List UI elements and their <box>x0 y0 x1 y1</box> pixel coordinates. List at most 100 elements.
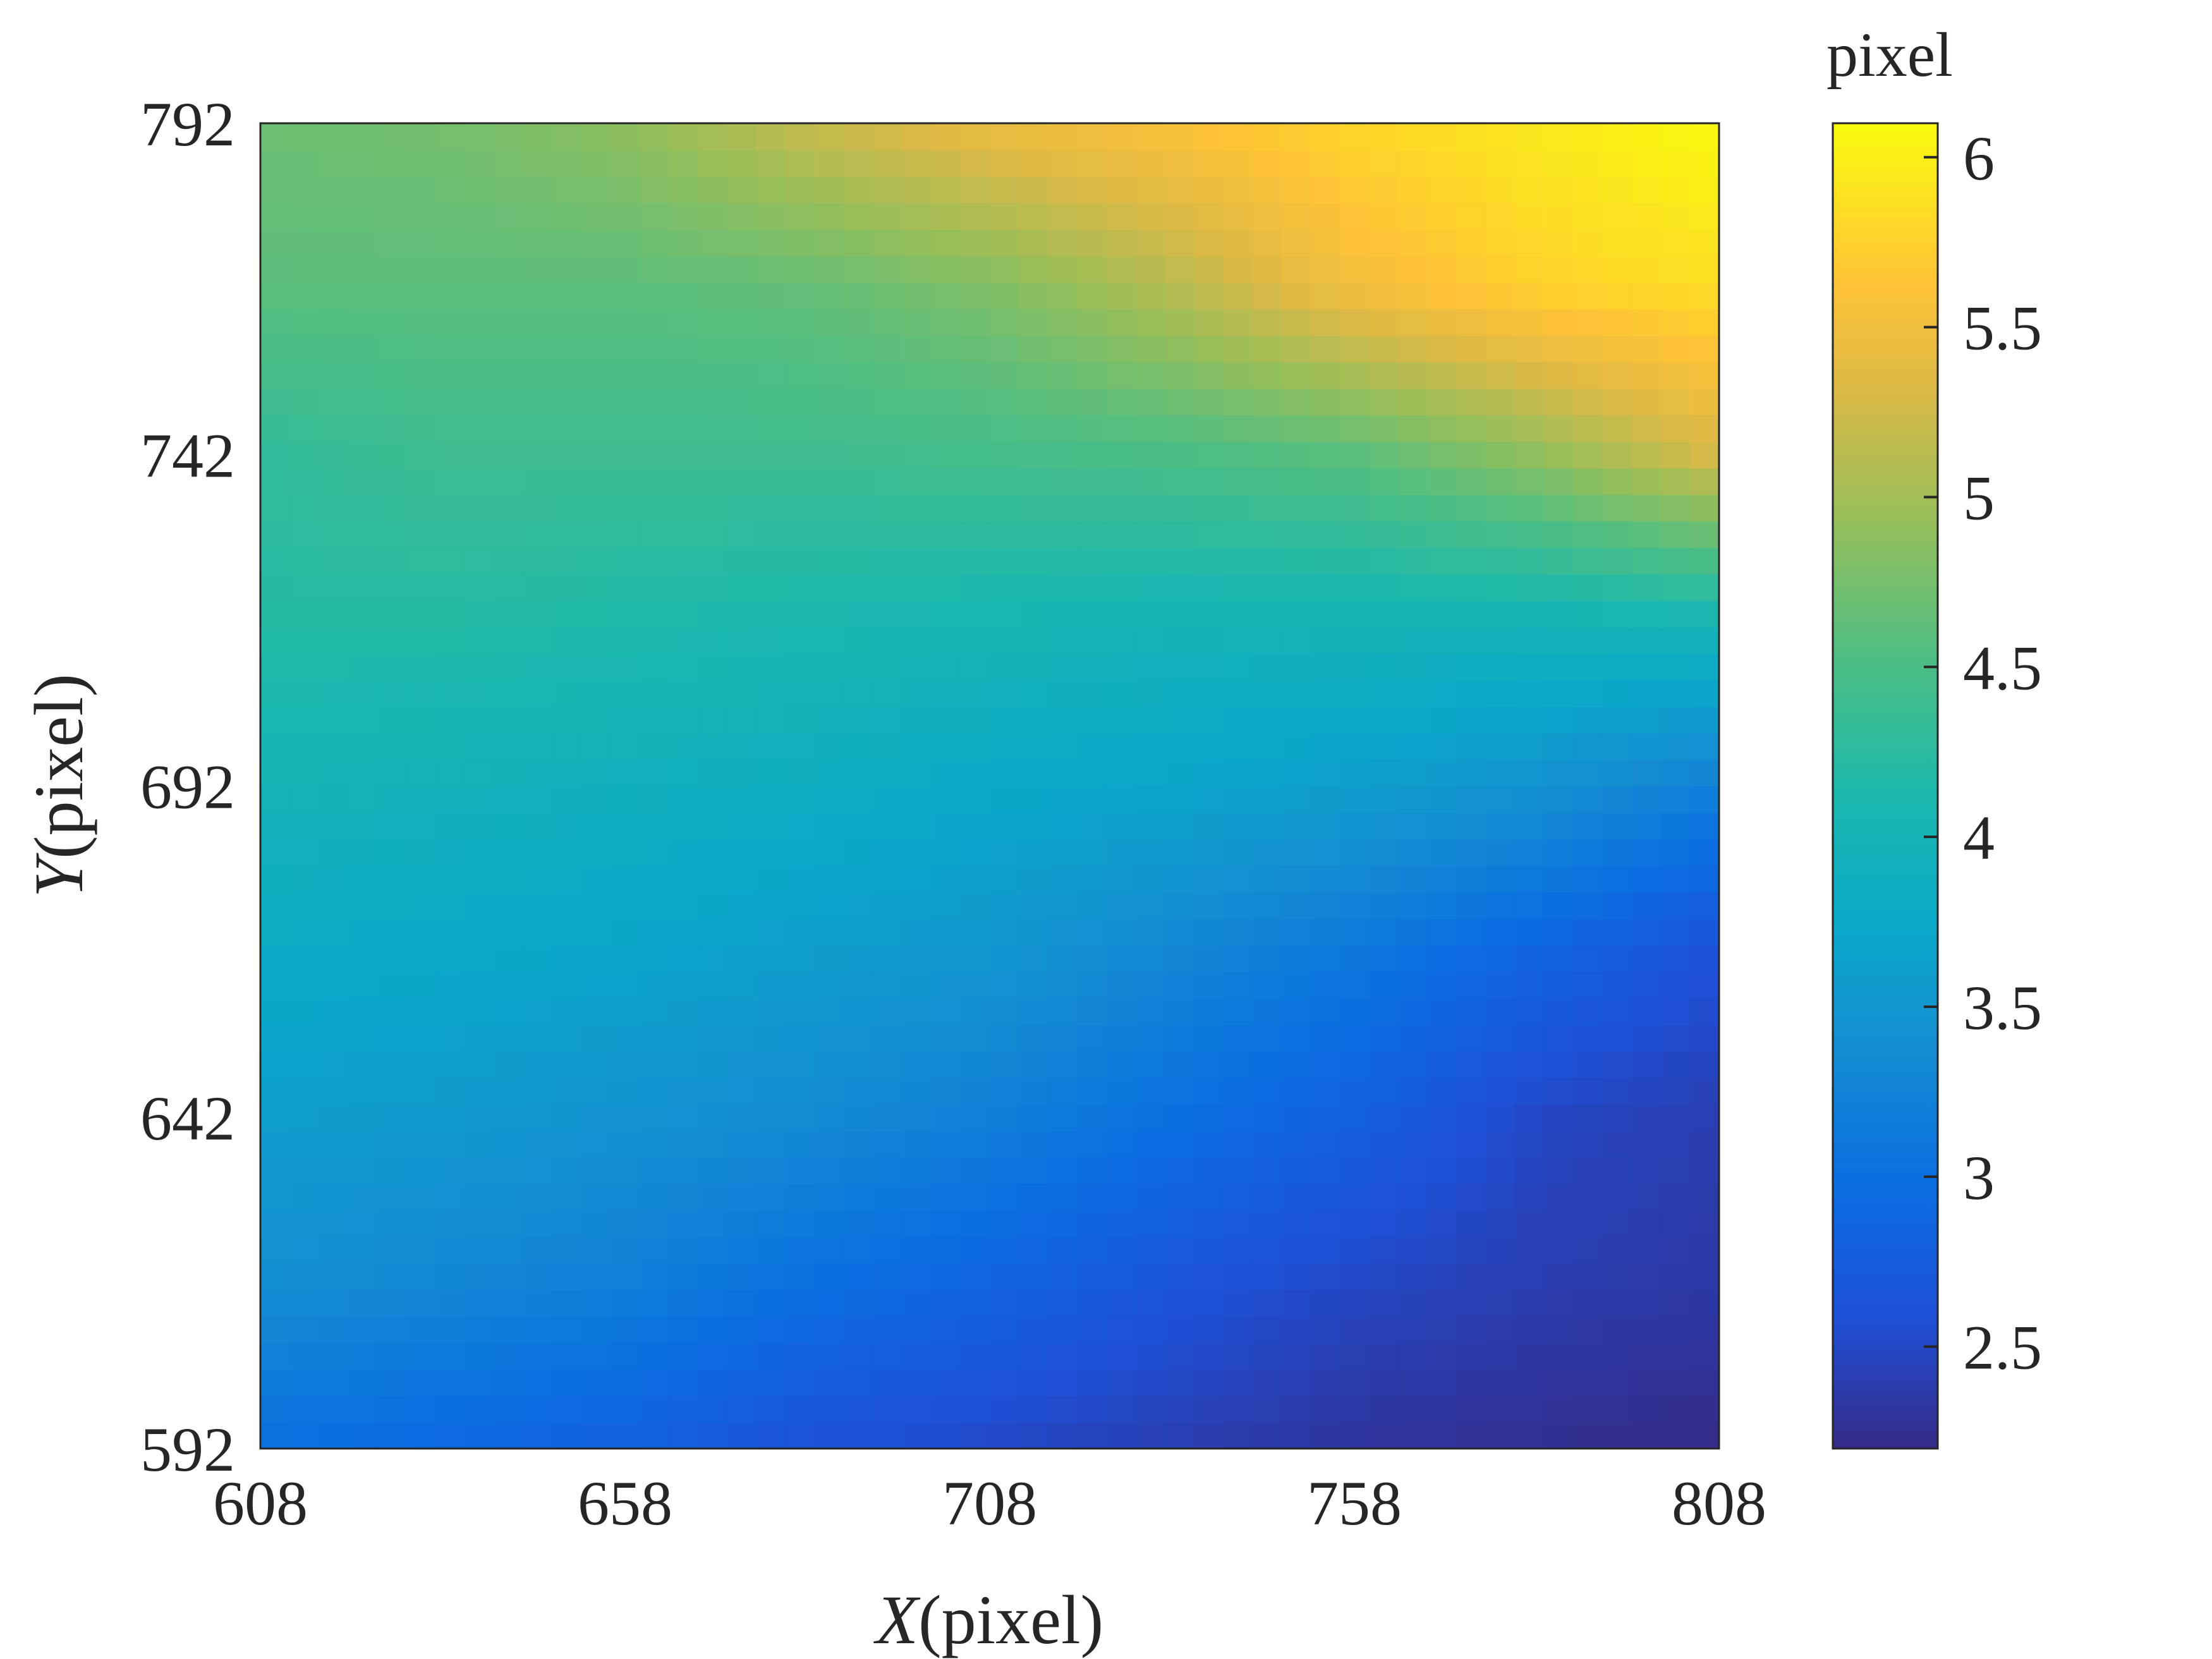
heatmap-cell <box>1485 1422 1516 1449</box>
heatmap-cell <box>348 865 378 893</box>
heatmap-cell <box>610 362 641 389</box>
heatmap-cell <box>785 839 816 866</box>
heatmap-cell <box>1252 998 1282 1025</box>
heatmap-cell <box>348 1316 378 1344</box>
heatmap-cell <box>990 1157 1020 1184</box>
heatmap-cell <box>552 812 582 840</box>
heatmap-cell <box>1514 1289 1545 1317</box>
heatmap-cell <box>260 176 291 204</box>
heatmap-cell <box>698 415 728 442</box>
heatmap-cell <box>1514 653 1545 681</box>
colorbar-tick-label: 3.5 <box>1963 973 2042 1043</box>
heatmap-cell <box>1077 1342 1107 1370</box>
heatmap-cell <box>1281 255 1311 283</box>
heatmap-cell <box>581 1157 611 1184</box>
heatmap-cell <box>785 865 816 893</box>
heatmap-cell <box>1514 1263 1545 1291</box>
heatmap-cell <box>1223 1103 1253 1131</box>
heatmap-cell <box>990 653 1020 681</box>
heatmap-cell <box>640 600 670 628</box>
heatmap-cell <box>990 1210 1020 1237</box>
heatmap-cell <box>406 521 436 549</box>
heatmap-cell <box>640 786 670 813</box>
heatmap-cell <box>727 1316 757 1344</box>
heatmap-cell <box>1194 839 1224 866</box>
heatmap-cell <box>902 521 932 549</box>
heatmap-cell <box>348 441 378 469</box>
heatmap-cell <box>1427 1263 1457 1291</box>
heatmap-cell <box>1135 573 1165 601</box>
heatmap-cell <box>1398 494 1428 522</box>
heatmap-cell <box>377 1024 407 1052</box>
heatmap-cell <box>581 812 611 840</box>
heatmap-cell <box>523 839 553 866</box>
heatmap-cell <box>1019 679 1049 707</box>
heatmap-cell <box>785 415 816 442</box>
heatmap-cell <box>990 679 1020 707</box>
heatmap-cell <box>960 123 990 150</box>
heatmap-cell <box>1602 1369 1632 1397</box>
heatmap-cell <box>1485 1103 1516 1131</box>
heatmap-cell <box>1164 1157 1195 1184</box>
heatmap-cell <box>610 1024 641 1052</box>
heatmap-cell <box>1048 176 1078 204</box>
heatmap-cell <box>640 176 670 204</box>
heatmap-cell <box>1427 149 1457 177</box>
heatmap-cell <box>1398 706 1428 734</box>
heatmap-cell <box>873 149 903 177</box>
heatmap-cell <box>523 521 553 549</box>
heatmap-cell <box>1223 1130 1253 1158</box>
heatmap-cell <box>669 362 699 389</box>
heatmap-cell <box>931 1210 961 1237</box>
heatmap-cell <box>1485 839 1516 866</box>
heatmap-cell <box>815 1077 845 1105</box>
heatmap-cell <box>1427 998 1457 1025</box>
heatmap-cell <box>1223 494 1253 522</box>
heatmap-cell <box>1252 865 1282 893</box>
heatmap-cell <box>1106 732 1136 760</box>
heatmap-cell <box>1514 1077 1545 1105</box>
heatmap-cell <box>1310 1316 1340 1344</box>
heatmap-cell <box>844 945 874 973</box>
heatmap-cell <box>1689 202 1719 230</box>
heatmap-cell <box>1544 786 1574 813</box>
heatmap-cell <box>1456 998 1486 1025</box>
heatmap-cell <box>1223 1236 1253 1264</box>
heatmap-cell <box>1602 1157 1632 1184</box>
heatmap-cell <box>435 1422 466 1449</box>
heatmap-cell <box>348 1103 378 1131</box>
heatmap-cell <box>552 653 582 681</box>
heatmap-cell <box>1456 653 1486 681</box>
heatmap-cell <box>902 600 932 628</box>
heatmap-cell <box>1427 1289 1457 1317</box>
heatmap-cell <box>1310 308 1340 336</box>
heatmap-cell <box>1602 918 1632 946</box>
heatmap-cell <box>1544 1422 1574 1449</box>
heatmap-cell <box>815 1103 845 1131</box>
heatmap-cell <box>523 1157 553 1184</box>
heatmap-cell <box>1310 732 1340 760</box>
heatmap-cell <box>785 1103 816 1131</box>
heatmap-cell <box>1077 1422 1107 1449</box>
heatmap-cell <box>990 1103 1020 1131</box>
heatmap-cell <box>1339 441 1370 469</box>
heatmap-cell <box>1427 335 1457 363</box>
heatmap-cell <box>494 1422 524 1449</box>
heatmap-cell <box>465 415 495 442</box>
heatmap-cell <box>348 415 378 442</box>
heatmap-cell <box>1194 1422 1224 1449</box>
heatmap-cell <box>465 441 495 469</box>
heatmap-cell <box>873 362 903 389</box>
heatmap-cell <box>1135 149 1165 177</box>
heatmap-cell <box>1135 1210 1165 1237</box>
heatmap-cell <box>1514 176 1545 204</box>
heatmap-cell <box>1689 892 1719 920</box>
heatmap-cell <box>931 1077 961 1105</box>
heatmap-cell <box>1106 998 1136 1025</box>
heatmap-cell <box>289 308 320 336</box>
heatmap-cell <box>669 1289 699 1317</box>
heatmap-cell <box>289 547 320 574</box>
heatmap-cell <box>1660 1316 1691 1344</box>
heatmap-cell <box>1602 441 1632 469</box>
heatmap-cell <box>727 1157 757 1184</box>
